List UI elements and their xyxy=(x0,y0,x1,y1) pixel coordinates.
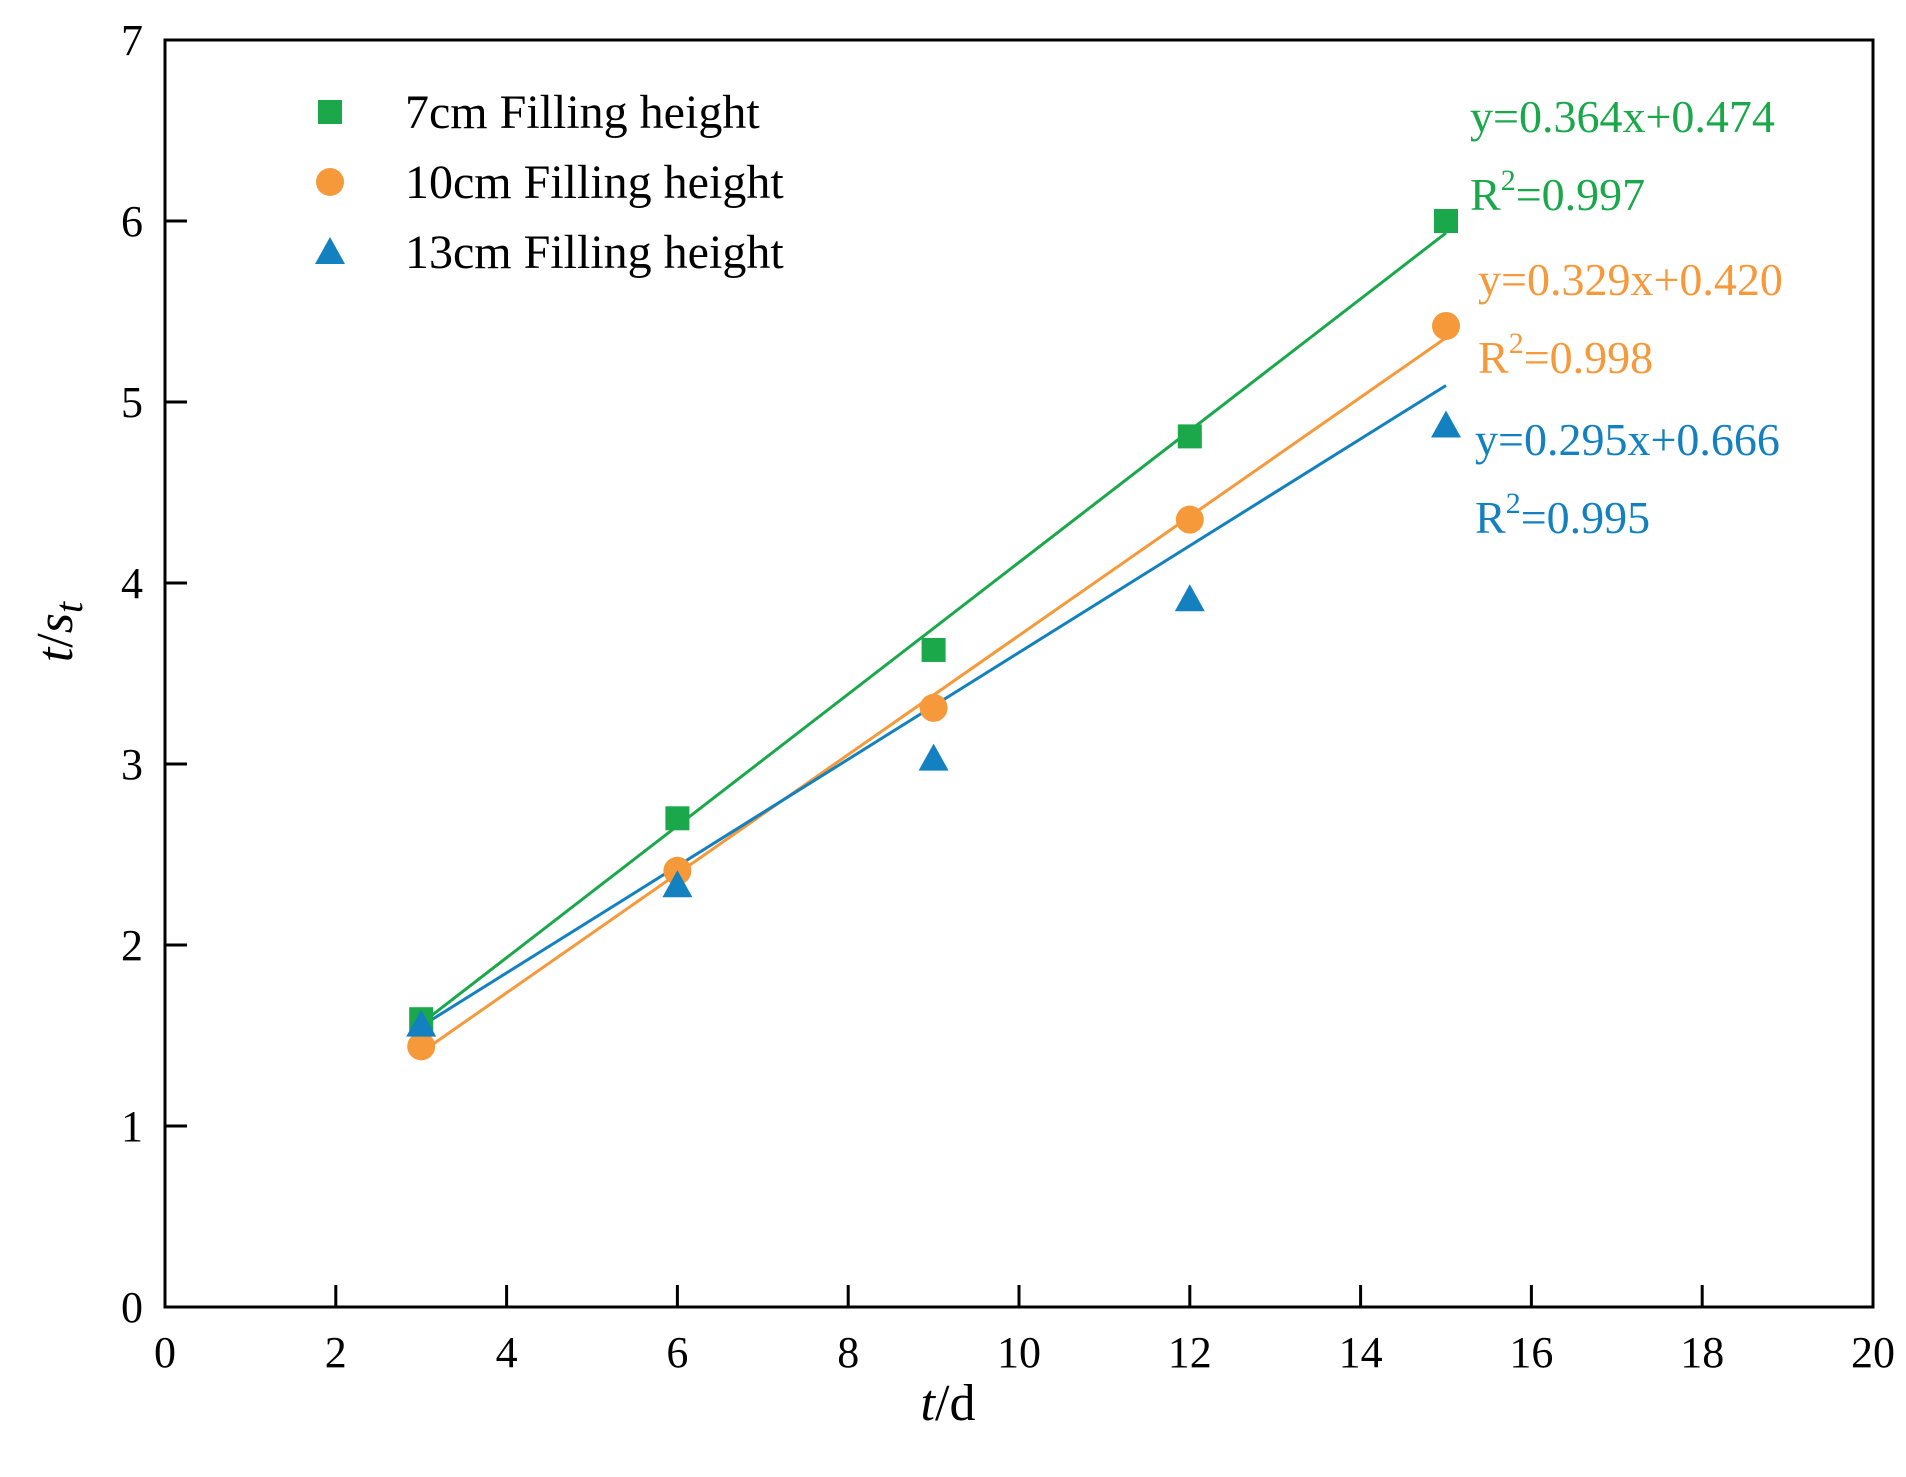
y-axis-title-sub: t xyxy=(46,601,91,613)
x-tick-label: 12 xyxy=(1168,1328,1212,1377)
r2-exponent: 2 xyxy=(1509,327,1524,360)
data-point xyxy=(1432,311,1460,340)
legend-marker xyxy=(318,100,342,124)
y-axis-title-symbol: s xyxy=(27,613,84,633)
r2-symbol: R xyxy=(1478,332,1509,383)
legend: 7cm Filling height 10cm Filling height 13c… xyxy=(315,86,784,279)
y-tick-label: 7 xyxy=(121,16,143,65)
fit-line xyxy=(420,231,1447,1025)
data-point xyxy=(918,743,949,771)
fit-equations: y=0.364x+0.474R2=0.997y=0.329x+0.420R2=0… xyxy=(1470,91,1783,543)
x-tick-label: 4 xyxy=(496,1328,518,1377)
y-tick-label: 4 xyxy=(121,559,143,608)
y-axis-title-italic: t xyxy=(27,646,84,662)
x-tick-label: 8 xyxy=(837,1328,859,1377)
data-point xyxy=(1177,424,1202,449)
data-point xyxy=(406,1009,437,1037)
data-point xyxy=(407,1032,436,1061)
data-point xyxy=(1174,584,1205,612)
data-point xyxy=(1434,209,1458,233)
y-tick-label: 5 xyxy=(121,378,143,427)
fit-equation: y=0.295x+0.666 xyxy=(1475,414,1780,465)
data-point xyxy=(1175,505,1204,534)
x-tick-label: 10 xyxy=(997,1328,1041,1377)
fit-r-squared: R2=0.997 xyxy=(1470,164,1645,220)
r2-exponent: 2 xyxy=(1501,164,1516,197)
legend-label: 13cm Filling height xyxy=(405,226,784,279)
x-axis-title: t/d xyxy=(921,1375,976,1432)
data-point xyxy=(665,806,690,831)
x-axis-title-italic: t xyxy=(921,1375,937,1432)
y-tick-label: 2 xyxy=(121,921,143,970)
y-axis-title: t/st xyxy=(27,601,91,662)
data-point xyxy=(921,637,946,662)
x-tick-label: 2 xyxy=(325,1328,347,1377)
legend-marker xyxy=(316,168,344,196)
y-tick-label: 0 xyxy=(121,1283,143,1332)
x-tick-label: 14 xyxy=(1339,1328,1383,1377)
r2-symbol: R xyxy=(1470,169,1501,220)
legend-label: 7cm Filling height xyxy=(405,86,760,139)
data-point xyxy=(919,693,948,722)
fit-r-squared: R2=0.998 xyxy=(1478,327,1653,383)
y-tick-label: 6 xyxy=(121,197,143,246)
data-point xyxy=(1431,410,1461,438)
r2-value: =0.997 xyxy=(1516,169,1645,220)
fit-equation: y=0.329x+0.420 xyxy=(1478,254,1783,305)
x-tick-label: 16 xyxy=(1509,1328,1553,1377)
x-axis-title-unit: /d xyxy=(935,1375,975,1432)
fit-equation: y=0.364x+0.474 xyxy=(1470,91,1775,142)
x-tick-label: 20 xyxy=(1851,1328,1895,1377)
legend-marker xyxy=(315,237,345,264)
data-markers xyxy=(406,209,1461,1061)
fit-r-squared: R2=0.995 xyxy=(1475,487,1650,543)
y-tick-label: 1 xyxy=(121,1102,143,1151)
r2-symbol: R xyxy=(1475,492,1506,543)
y-tick-label: 3 xyxy=(121,740,143,789)
r2-exponent: 2 xyxy=(1506,487,1521,520)
y-axis-title-sep: / xyxy=(27,633,84,648)
x-tick-label: 6 xyxy=(666,1328,688,1377)
legend-label: 10cm Filling height xyxy=(405,156,784,209)
r2-value: =0.995 xyxy=(1521,492,1650,543)
r2-value: =0.998 xyxy=(1524,332,1653,383)
data-point xyxy=(662,870,693,898)
x-tick-label: 18 xyxy=(1680,1328,1724,1377)
x-tick-label: 0 xyxy=(154,1328,176,1377)
